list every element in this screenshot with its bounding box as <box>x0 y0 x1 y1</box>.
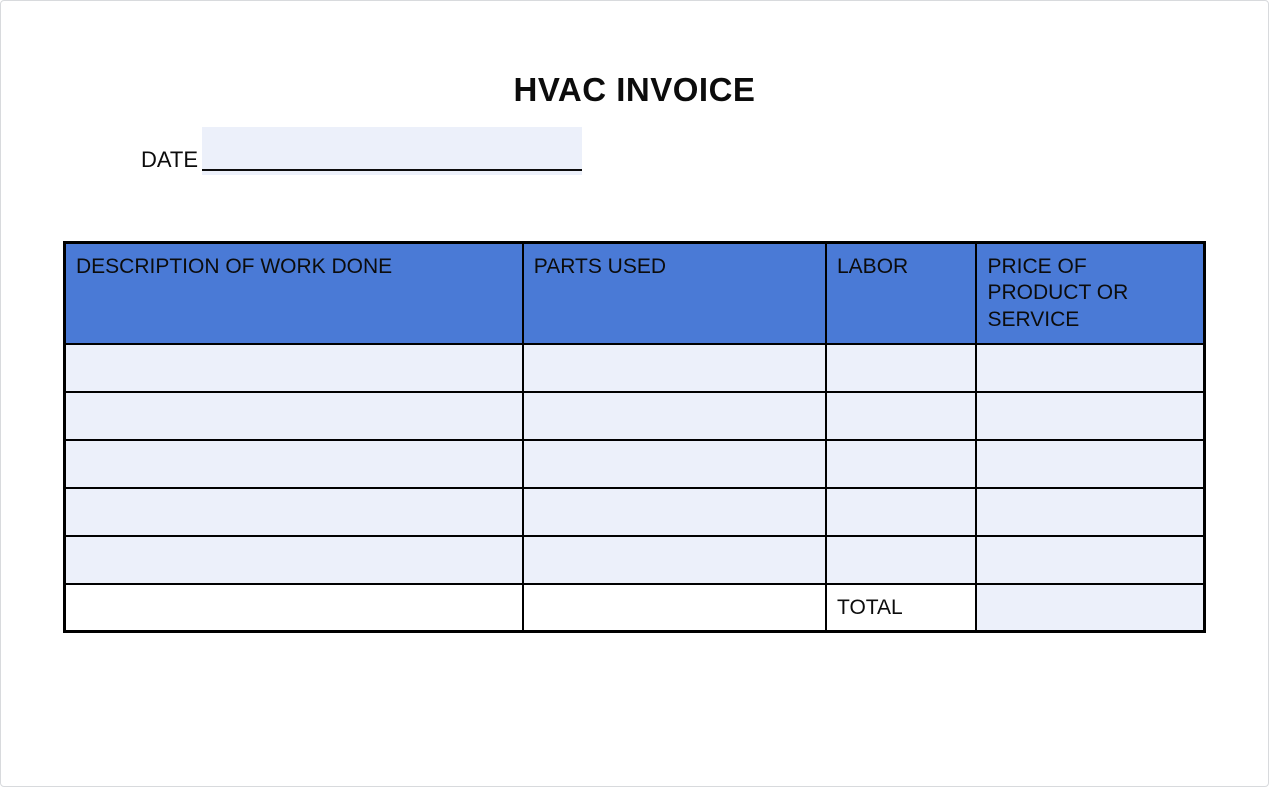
invoice-table: DESCRIPTION OF WORK DONE PARTS USED LABO… <box>63 241 1206 633</box>
invoice-page: HVAC INVOICE DATE DESCRIPTION OF WORK DO… <box>0 0 1269 787</box>
description-input[interactable] <box>66 345 522 391</box>
description-input[interactable] <box>66 489 522 535</box>
parts-input[interactable] <box>524 345 825 391</box>
labor-input[interactable] <box>827 393 975 439</box>
col-header-price: PRICE OF PRODUCT OR SERVICE <box>976 243 1204 344</box>
labor-input[interactable] <box>827 489 975 535</box>
table-row <box>65 536 1205 584</box>
table-row <box>65 344 1205 392</box>
total-label: TOTAL <box>826 584 976 632</box>
parts-input[interactable] <box>524 441 825 487</box>
col-header-labor: LABOR <box>826 243 976 344</box>
table-header-row: DESCRIPTION OF WORK DONE PARTS USED LABO… <box>65 243 1205 344</box>
price-input[interactable] <box>977 489 1203 535</box>
price-input[interactable] <box>977 393 1203 439</box>
table-row <box>65 392 1205 440</box>
labor-input[interactable] <box>827 441 975 487</box>
price-input[interactable] <box>977 537 1203 583</box>
date-label: DATE <box>141 147 198 175</box>
price-input[interactable] <box>977 441 1203 487</box>
page-title: HVAC INVOICE <box>63 71 1206 109</box>
date-underline <box>202 169 582 171</box>
description-input[interactable] <box>66 537 522 583</box>
parts-input[interactable] <box>524 537 825 583</box>
labor-input[interactable] <box>827 537 975 583</box>
table-total-row: TOTAL <box>65 584 1205 632</box>
labor-input[interactable] <box>827 345 975 391</box>
description-input[interactable] <box>66 441 522 487</box>
table-row <box>65 440 1205 488</box>
parts-input[interactable] <box>524 489 825 535</box>
col-header-description: DESCRIPTION OF WORK DONE <box>65 243 523 344</box>
date-input[interactable] <box>202 127 582 175</box>
total-input[interactable] <box>977 585 1203 631</box>
col-header-parts: PARTS USED <box>523 243 826 344</box>
parts-input[interactable] <box>524 393 825 439</box>
date-input-container <box>202 127 582 175</box>
date-row: DATE <box>141 127 1206 175</box>
price-input[interactable] <box>977 345 1203 391</box>
table-row <box>65 488 1205 536</box>
description-input[interactable] <box>66 393 522 439</box>
